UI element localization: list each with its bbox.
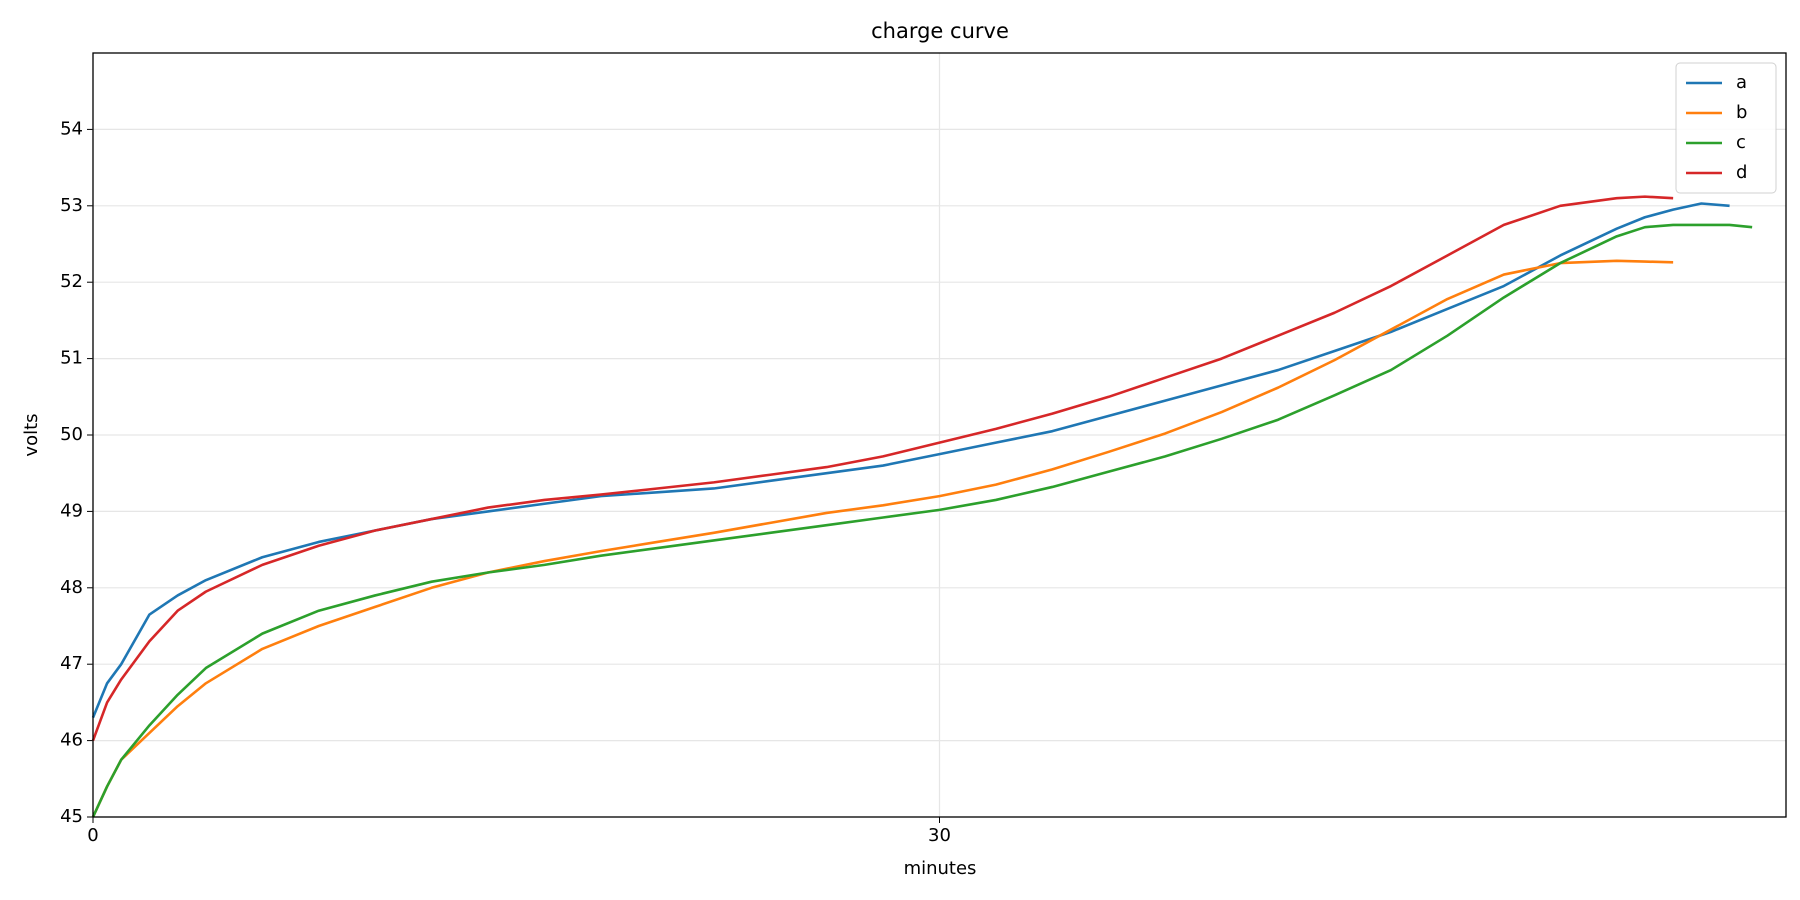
legend-label: c	[1736, 132, 1746, 153]
y-tick-label: 48	[60, 577, 83, 598]
y-tick-label: 52	[60, 271, 83, 292]
y-tick-label: 54	[60, 118, 83, 139]
y-tick-label: 50	[60, 424, 83, 445]
legend-box	[1675, 62, 1777, 194]
y-axis-label: volts	[21, 413, 42, 456]
x-tick-label: 30	[928, 825, 951, 846]
plot-frame	[92, 52, 1787, 818]
legend-label: b	[1736, 102, 1747, 123]
series-line	[91, 259, 1674, 818]
y-tick-label: 51	[60, 348, 83, 369]
series-line	[91, 202, 1730, 719]
x-axis-label: minutes	[904, 858, 977, 879]
y-tick-label: 53	[60, 195, 83, 216]
chart-title: charge curve	[871, 19, 1009, 43]
series-line	[91, 223, 1753, 818]
y-tick-label: 45	[60, 806, 83, 827]
legend-label: d	[1736, 162, 1747, 183]
y-tick-label: 47	[60, 653, 83, 674]
legend-label: a	[1736, 72, 1747, 93]
x-tick-label: 0	[87, 825, 98, 846]
y-tick-label: 49	[60, 500, 83, 521]
series-line	[91, 195, 1674, 742]
y-tick-label: 46	[60, 730, 83, 751]
